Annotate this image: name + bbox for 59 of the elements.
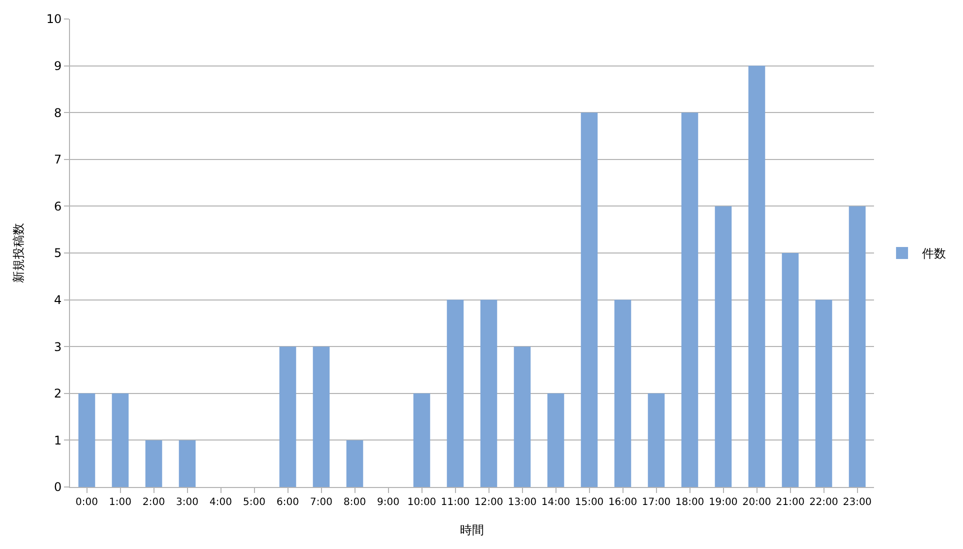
bar — [279, 346, 296, 487]
x-tick-label: 18:00 — [675, 497, 704, 508]
bar — [815, 300, 832, 487]
y-tick-label: 10 — [46, 12, 62, 26]
y-tick-label: 5 — [54, 246, 62, 260]
x-tick-label: 19:00 — [708, 497, 738, 508]
x-tick-label: 20:00 — [742, 497, 772, 508]
bar — [413, 393, 430, 487]
x-tick-label: 11:00 — [440, 497, 470, 508]
y-tick-label: 8 — [54, 106, 62, 120]
x-tick-label: 17:00 — [642, 497, 671, 508]
x-tick-label: 16:00 — [608, 497, 638, 508]
bar — [648, 393, 665, 487]
y-tick-label: 2 — [54, 386, 62, 401]
bar — [514, 346, 531, 487]
bar — [480, 300, 498, 487]
x-tick-label: 10:00 — [407, 497, 436, 508]
x-tick-label: 15:00 — [574, 497, 604, 508]
bar — [446, 300, 464, 487]
bar — [178, 440, 196, 487]
y-tick-label: 6 — [54, 199, 62, 214]
bar — [145, 440, 162, 487]
y-axis-title: 新規投稿数 — [12, 223, 26, 283]
bar — [78, 393, 96, 487]
x-tick-label: 14:00 — [541, 497, 570, 508]
bar — [346, 440, 364, 487]
bar — [681, 112, 698, 487]
y-tick-label: 1 — [54, 433, 62, 448]
y-tick-label: 9 — [54, 59, 62, 73]
x-tick-label: 5:00 — [243, 497, 266, 508]
y-tick-label: 7 — [54, 152, 62, 167]
x-tick-label: 23:00 — [842, 497, 872, 508]
x-tick-label: 3:00 — [176, 497, 198, 508]
bar — [614, 300, 632, 487]
bar — [312, 346, 330, 487]
legend-label: 件数 — [922, 246, 946, 261]
y-tick-label: 4 — [54, 293, 62, 307]
x-tick-label: 4:00 — [210, 497, 232, 508]
x-tick-label: 1:00 — [109, 497, 132, 508]
bar — [782, 253, 799, 487]
bar — [547, 393, 564, 487]
y-tick-label: 0 — [54, 480, 62, 494]
bar — [748, 66, 766, 487]
x-tick-label: 2:00 — [142, 497, 165, 508]
x-tick-label: 21:00 — [776, 497, 805, 508]
x-tick-label: 0:00 — [76, 497, 98, 508]
bar — [848, 206, 866, 487]
bar — [112, 393, 129, 487]
y-tick-label: 3 — [54, 340, 62, 354]
x-tick-label: 22:00 — [809, 497, 838, 508]
x-tick-label: 12:00 — [474, 497, 504, 508]
x-tick-label: 13:00 — [508, 497, 537, 508]
x-axis-title: 時間 — [460, 522, 484, 537]
bar — [580, 112, 598, 487]
x-tick-label: 9:00 — [377, 497, 400, 508]
x-tick-label: 6:00 — [276, 497, 299, 508]
x-tick-label: 8:00 — [344, 497, 366, 508]
x-tick-label: 7:00 — [310, 497, 332, 508]
bar — [714, 206, 732, 487]
